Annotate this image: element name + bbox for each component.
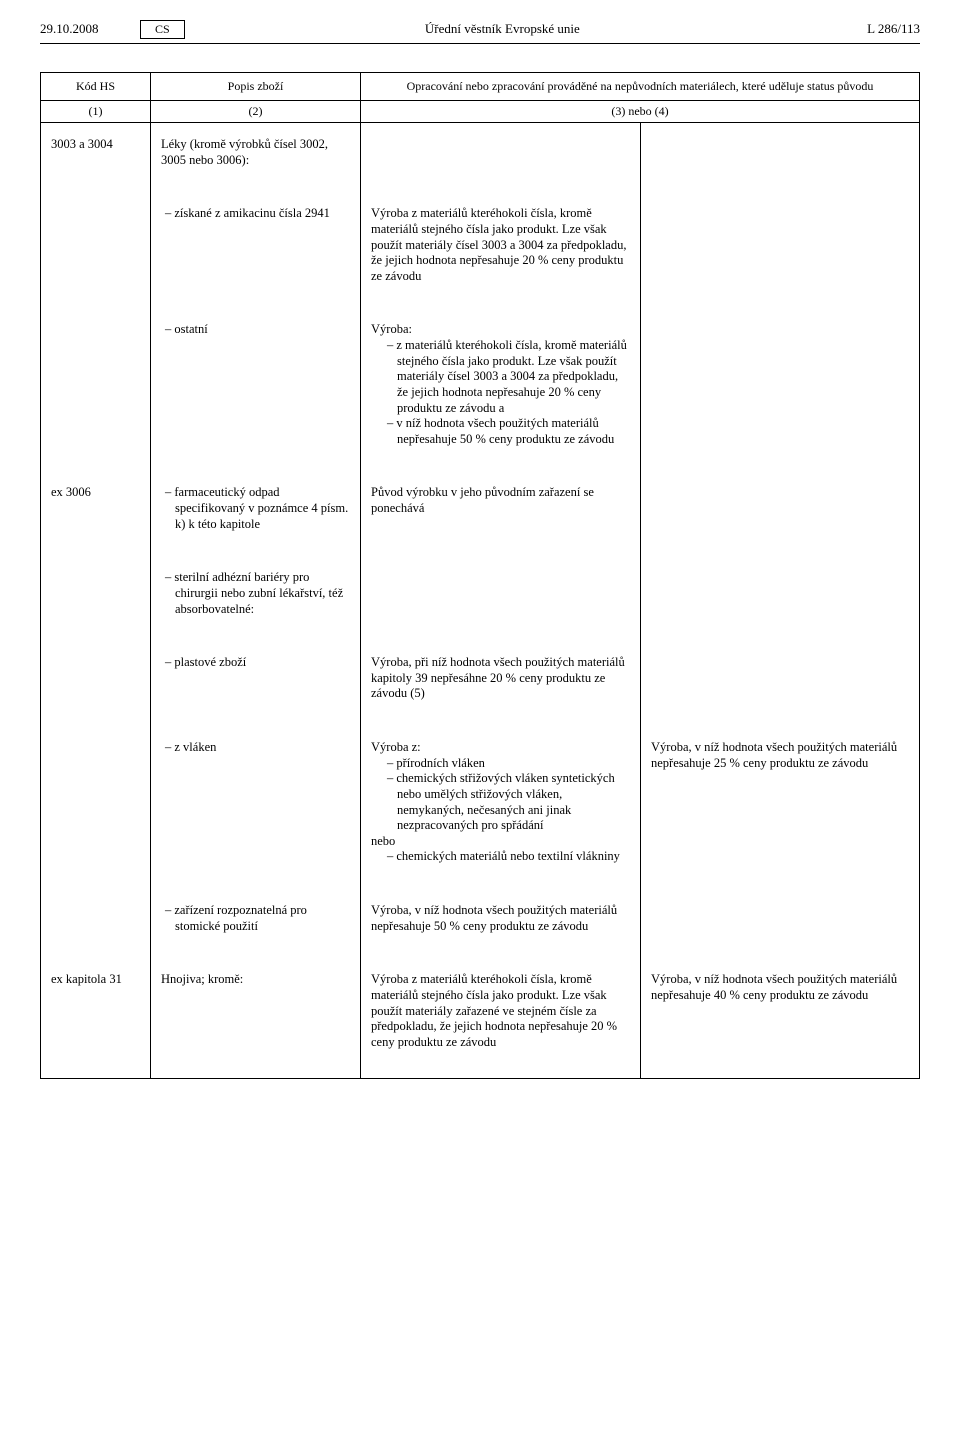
cell-desc: Léky (kromě výrobků čísel 3002, 3005 neb… xyxy=(151,123,361,197)
table-row: plastové zboží Výroba, při níž hodnota v… xyxy=(41,645,920,730)
table-row: z vláken Výroba z: přírodních vláken che… xyxy=(41,730,920,893)
cell-rule4 xyxy=(641,645,920,730)
cell-rule4: Výroba, v níž hodnota všech použitých ma… xyxy=(641,730,920,893)
table-row: ex kapitola 31 Hnojiva; kromě: Výroba z … xyxy=(41,962,920,1079)
rule-item: v níž hodnota všech použitých materiálů … xyxy=(371,416,630,447)
cell-rule4 xyxy=(641,196,920,312)
table-row: ostatní Výroba: z materiálů kteréhokoli … xyxy=(41,312,920,475)
desc-item: plastové zboží xyxy=(161,655,350,671)
table-row: 3003 a 3004 Léky (kromě výrobků čísel 30… xyxy=(41,123,920,197)
cell-hs xyxy=(41,312,151,475)
header-title: Úřední věstník Evropské unie xyxy=(205,21,800,37)
desc-item: sterilní adhézní bariéry pro chirurgii n… xyxy=(161,570,350,617)
cell-desc: plastové zboží xyxy=(151,645,361,730)
cell-hs: 3003 a 3004 xyxy=(41,123,151,197)
col-header-desc: Popis zboží xyxy=(151,73,361,101)
subhead-1: (1) xyxy=(41,101,151,123)
rule-or: nebo xyxy=(371,834,630,850)
rules-table: Kód HS Popis zboží Opracování nebo zprac… xyxy=(40,72,920,1079)
cell-hs xyxy=(41,893,151,962)
table-subheader-row: (1) (2) (3) nebo (4) xyxy=(41,101,920,123)
cell-hs xyxy=(41,730,151,893)
cell-desc: zařízení rozpoznatelná pro stomické použ… xyxy=(151,893,361,962)
cell-rule4 xyxy=(641,123,920,197)
cell-rule3: Původ výrobku v jeho původním zařazení s… xyxy=(361,475,641,560)
cell-hs xyxy=(41,560,151,645)
rule-lead: Výroba z: xyxy=(371,740,630,756)
cell-hs: ex kapitola 31 xyxy=(41,962,151,1079)
cell-rule3: Výroba z materiálů kteréhokoli čísla, kr… xyxy=(361,196,641,312)
rule-item: chemických materiálů nebo textilní vlákn… xyxy=(371,849,630,865)
table-row: získané z amikacinu čísla 2941 Výroba z … xyxy=(41,196,920,312)
cell-rule3 xyxy=(361,123,641,197)
subhead-2: (2) xyxy=(151,101,361,123)
cell-desc: farmaceutický odpad specifikovaný v pozn… xyxy=(151,475,361,560)
cell-rule3: Výroba z materiálů kteréhokoli čísla, kr… xyxy=(361,962,641,1079)
desc-item: ostatní xyxy=(161,322,350,338)
cell-rule3: Výroba: z materiálů kteréhokoli čísla, k… xyxy=(361,312,641,475)
cell-rule4 xyxy=(641,560,920,645)
desc-item: z vláken xyxy=(161,740,350,756)
rule-item: chemických střižových vláken syntetickýc… xyxy=(371,771,630,834)
header-lang: CS xyxy=(140,20,185,39)
subhead-34: (3) nebo (4) xyxy=(361,101,920,123)
table-row: ex 3006 farmaceutický odpad specifikovan… xyxy=(41,475,920,560)
cell-desc: ostatní xyxy=(151,312,361,475)
desc-item: získané z amikacinu čísla 2941 xyxy=(161,206,350,222)
cell-rule3: Výroba, v níž hodnota všech použitých ma… xyxy=(361,893,641,962)
rule-item: z materiálů kteréhokoli čísla, kromě mat… xyxy=(371,338,630,416)
cell-rule4 xyxy=(641,312,920,475)
table-row: zařízení rozpoznatelná pro stomické použ… xyxy=(41,893,920,962)
cell-desc: Hnojiva; kromě: xyxy=(151,962,361,1079)
cell-desc: získané z amikacinu čísla 2941 xyxy=(151,196,361,312)
header-date: 29.10.2008 xyxy=(40,21,140,37)
desc-item: farmaceutický odpad specifikovaný v pozn… xyxy=(161,485,350,532)
col-header-rule: Opracování nebo zpracování prováděné na … xyxy=(361,73,920,101)
cell-rule3 xyxy=(361,560,641,645)
table-header-row: Kód HS Popis zboží Opracování nebo zprac… xyxy=(41,73,920,101)
cell-hs xyxy=(41,196,151,312)
col-header-hs: Kód HS xyxy=(41,73,151,101)
cell-hs xyxy=(41,645,151,730)
cell-rule3: Výroba z: přírodních vláken chemických s… xyxy=(361,730,641,893)
cell-rule4 xyxy=(641,893,920,962)
cell-rule4 xyxy=(641,475,920,560)
page-header: 29.10.2008 CS Úřední věstník Evropské un… xyxy=(40,20,920,44)
rule-item: přírodních vláken xyxy=(371,756,630,772)
cell-desc: z vláken xyxy=(151,730,361,893)
cell-desc: sterilní adhézní bariéry pro chirurgii n… xyxy=(151,560,361,645)
cell-hs: ex 3006 xyxy=(41,475,151,560)
rule-lead: Výroba: xyxy=(371,322,630,338)
table-row: sterilní adhézní bariéry pro chirurgii n… xyxy=(41,560,920,645)
cell-rule4: Výroba, v níž hodnota všech použitých ma… xyxy=(641,962,920,1079)
cell-rule3: Výroba, při níž hodnota všech použitých … xyxy=(361,645,641,730)
desc-item: zařízení rozpoznatelná pro stomické použ… xyxy=(161,903,350,934)
header-page: L 286/113 xyxy=(800,21,920,37)
